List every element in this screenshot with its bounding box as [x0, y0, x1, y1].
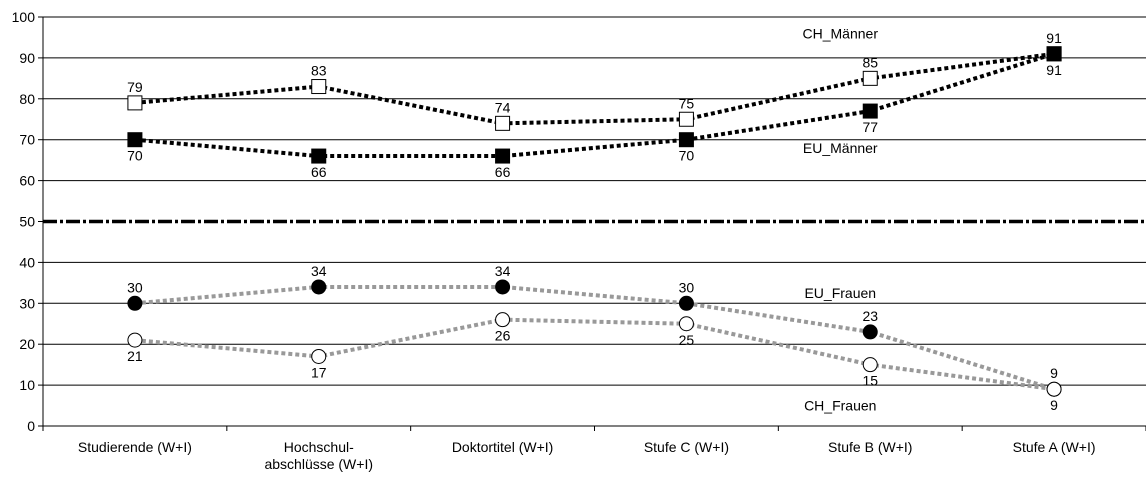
series-1-marker-4 [862, 103, 878, 119]
x-tick-label-4: Stufe B (W+I) [828, 439, 912, 455]
x-tick-label-0: Studierende (W+I) [78, 439, 192, 455]
x-tick-label-2: Doktortitel (W+I) [452, 439, 554, 455]
x-tick-label-5: Stufe A (W+I) [1013, 439, 1096, 455]
series-name-label-2: EU_Frauen [804, 285, 876, 301]
series-3-data-label-3: 25 [679, 332, 695, 348]
y-tick-label-60: 60 [19, 173, 35, 189]
y-tick-label-70: 70 [19, 132, 35, 148]
x-tick-label-1-0: Hochschul- [284, 439, 354, 455]
series-1-data-label-1: 66 [311, 164, 327, 180]
series-3-marker-0 [127, 332, 143, 348]
series-0-data-label-5: 91 [1046, 30, 1062, 46]
series-2-data-label-3: 30 [679, 279, 695, 295]
series-1-marker-2 [495, 148, 511, 164]
series-1-marker-3 [678, 132, 694, 148]
series-group [127, 46, 1062, 397]
x-tick-label-3: Stufe C (W+I) [644, 439, 729, 455]
series-0-data-label-0: 79 [127, 79, 143, 95]
series-line-1 [134, 51, 1055, 159]
series-2-marker-1 [311, 279, 327, 295]
series-1-data-label-0: 70 [127, 148, 143, 164]
series-3-marker-2 [495, 312, 511, 328]
series-line-0 [134, 51, 1055, 126]
series-1-marker-0 [127, 132, 143, 148]
series-name-label-0: CH_Männer [803, 25, 879, 41]
x-axis: Studierende (W+I) Hochschul-abschlüsse (W… [42, 425, 1146, 472]
series-3-data-label-1: 17 [311, 364, 327, 380]
series-1-data-label-4: 77 [862, 119, 878, 135]
series-3-data-label-2: 26 [495, 328, 511, 344]
series-0-data-label-2: 74 [495, 99, 511, 115]
series-2-marker-4 [862, 324, 878, 340]
series-0-data-label-3: 75 [679, 95, 695, 111]
series-2-data-label-0: 30 [127, 279, 143, 295]
series-name-label-3: CH_Frauen [804, 398, 876, 414]
series-2-data-label-2: 34 [495, 263, 511, 279]
series-0-marker-1 [311, 79, 327, 95]
y-tick-label-0: 0 [27, 418, 35, 434]
series-name-label-1: EU_Männer [803, 140, 878, 156]
series-3-data-label-4: 15 [862, 373, 878, 389]
series-3-data-label-0: 21 [127, 348, 143, 364]
series-1-data-label-2: 66 [495, 164, 511, 180]
series-0-marker-2 [495, 115, 511, 131]
y-tick-label-80: 80 [19, 91, 35, 107]
series-0-marker-4 [862, 70, 878, 86]
series-0-marker-0 [127, 95, 143, 111]
gridlines [43, 16, 1146, 427]
series-3-marker-1 [311, 348, 327, 364]
series-2-data-label-4: 23 [862, 308, 878, 324]
y-tick-label-40: 40 [19, 254, 35, 270]
y-tick-label-100: 100 [12, 9, 36, 25]
y-tick-label-20: 20 [19, 336, 35, 352]
series-3-marker-5 [1046, 381, 1062, 397]
series-1-marker-5 [1046, 46, 1062, 62]
series-1-data-label-5: 91 [1046, 62, 1062, 78]
series-1-marker-1 [311, 148, 327, 164]
y-tick-label-10: 10 [19, 377, 35, 393]
series-1-data-label-3: 70 [679, 148, 695, 164]
series-3-marker-3 [678, 316, 694, 332]
series-0-marker-3 [678, 111, 694, 127]
series-3-data-label-5: 9 [1050, 397, 1058, 413]
series-line-2 [134, 284, 1055, 392]
label-group: 79 83 74 75 85 91 70 66 66 70 77 91 30 34 34 30 23 9 21 17 2… [127, 25, 1062, 413]
series-line-3 [134, 317, 1055, 392]
series-0-data-label-1: 83 [311, 63, 327, 79]
series-2-marker-3 [678, 295, 694, 311]
y-axis: 0 10 20 30 40 50 60 70 80 90 100 [12, 9, 44, 434]
y-tick-label-90: 90 [19, 50, 35, 66]
series-3-marker-4 [862, 357, 878, 373]
series-2-data-label-5: 9 [1050, 365, 1058, 381]
x-tick-label-1-1: abschlüsse (W+I) [264, 456, 373, 472]
series-0-data-label-4: 85 [862, 54, 878, 70]
series-2-marker-2 [495, 279, 511, 295]
series-2-data-label-1: 34 [311, 263, 327, 279]
y-tick-label-50: 50 [19, 214, 35, 230]
series-2-marker-0 [127, 295, 143, 311]
y-tick-label-30: 30 [19, 295, 35, 311]
